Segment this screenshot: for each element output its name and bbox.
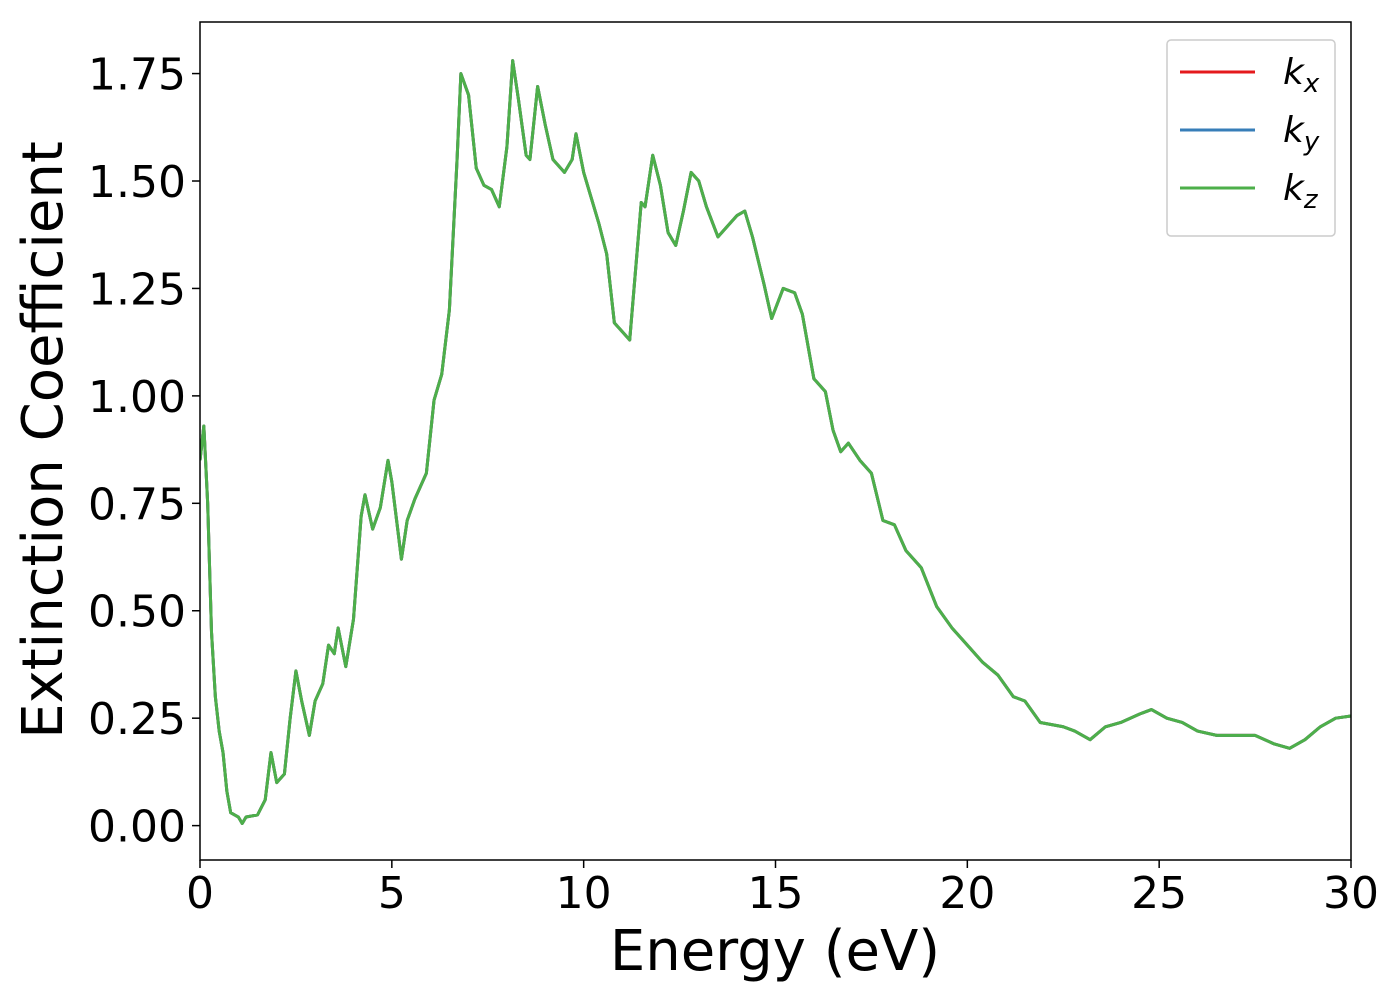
y-tick-label: 1.00 <box>88 372 186 423</box>
y-tick-label: 0.00 <box>88 802 186 853</box>
y-tick-label: 0.75 <box>88 479 186 530</box>
legend-label: kx <box>1283 52 1320 99</box>
series-line <box>200 59 1351 825</box>
x-tick-label: 30 <box>1323 868 1379 919</box>
x-tick-label: 20 <box>939 868 995 919</box>
legend-label: kz <box>1283 168 1319 215</box>
x-tick-label: 5 <box>378 868 406 919</box>
x-tick-label: 0 <box>186 868 214 919</box>
y-tick-label: 1.50 <box>88 157 186 208</box>
x-tick-label: 25 <box>1131 868 1187 919</box>
x-axis-label: Energy (eV) <box>610 919 940 984</box>
y-axis-label: Extinction Coefficient <box>11 141 76 739</box>
x-tick-label: 10 <box>556 868 612 919</box>
y-tick-label: 0.25 <box>88 694 186 745</box>
y-tick-label: 1.25 <box>88 264 186 315</box>
x-tick-label: 15 <box>748 868 804 919</box>
y-tick-label: 0.50 <box>88 587 186 638</box>
y-tick-label: 1.75 <box>88 50 186 101</box>
legend-label: ky <box>1283 110 1320 157</box>
plot-frame <box>199 21 1352 861</box>
